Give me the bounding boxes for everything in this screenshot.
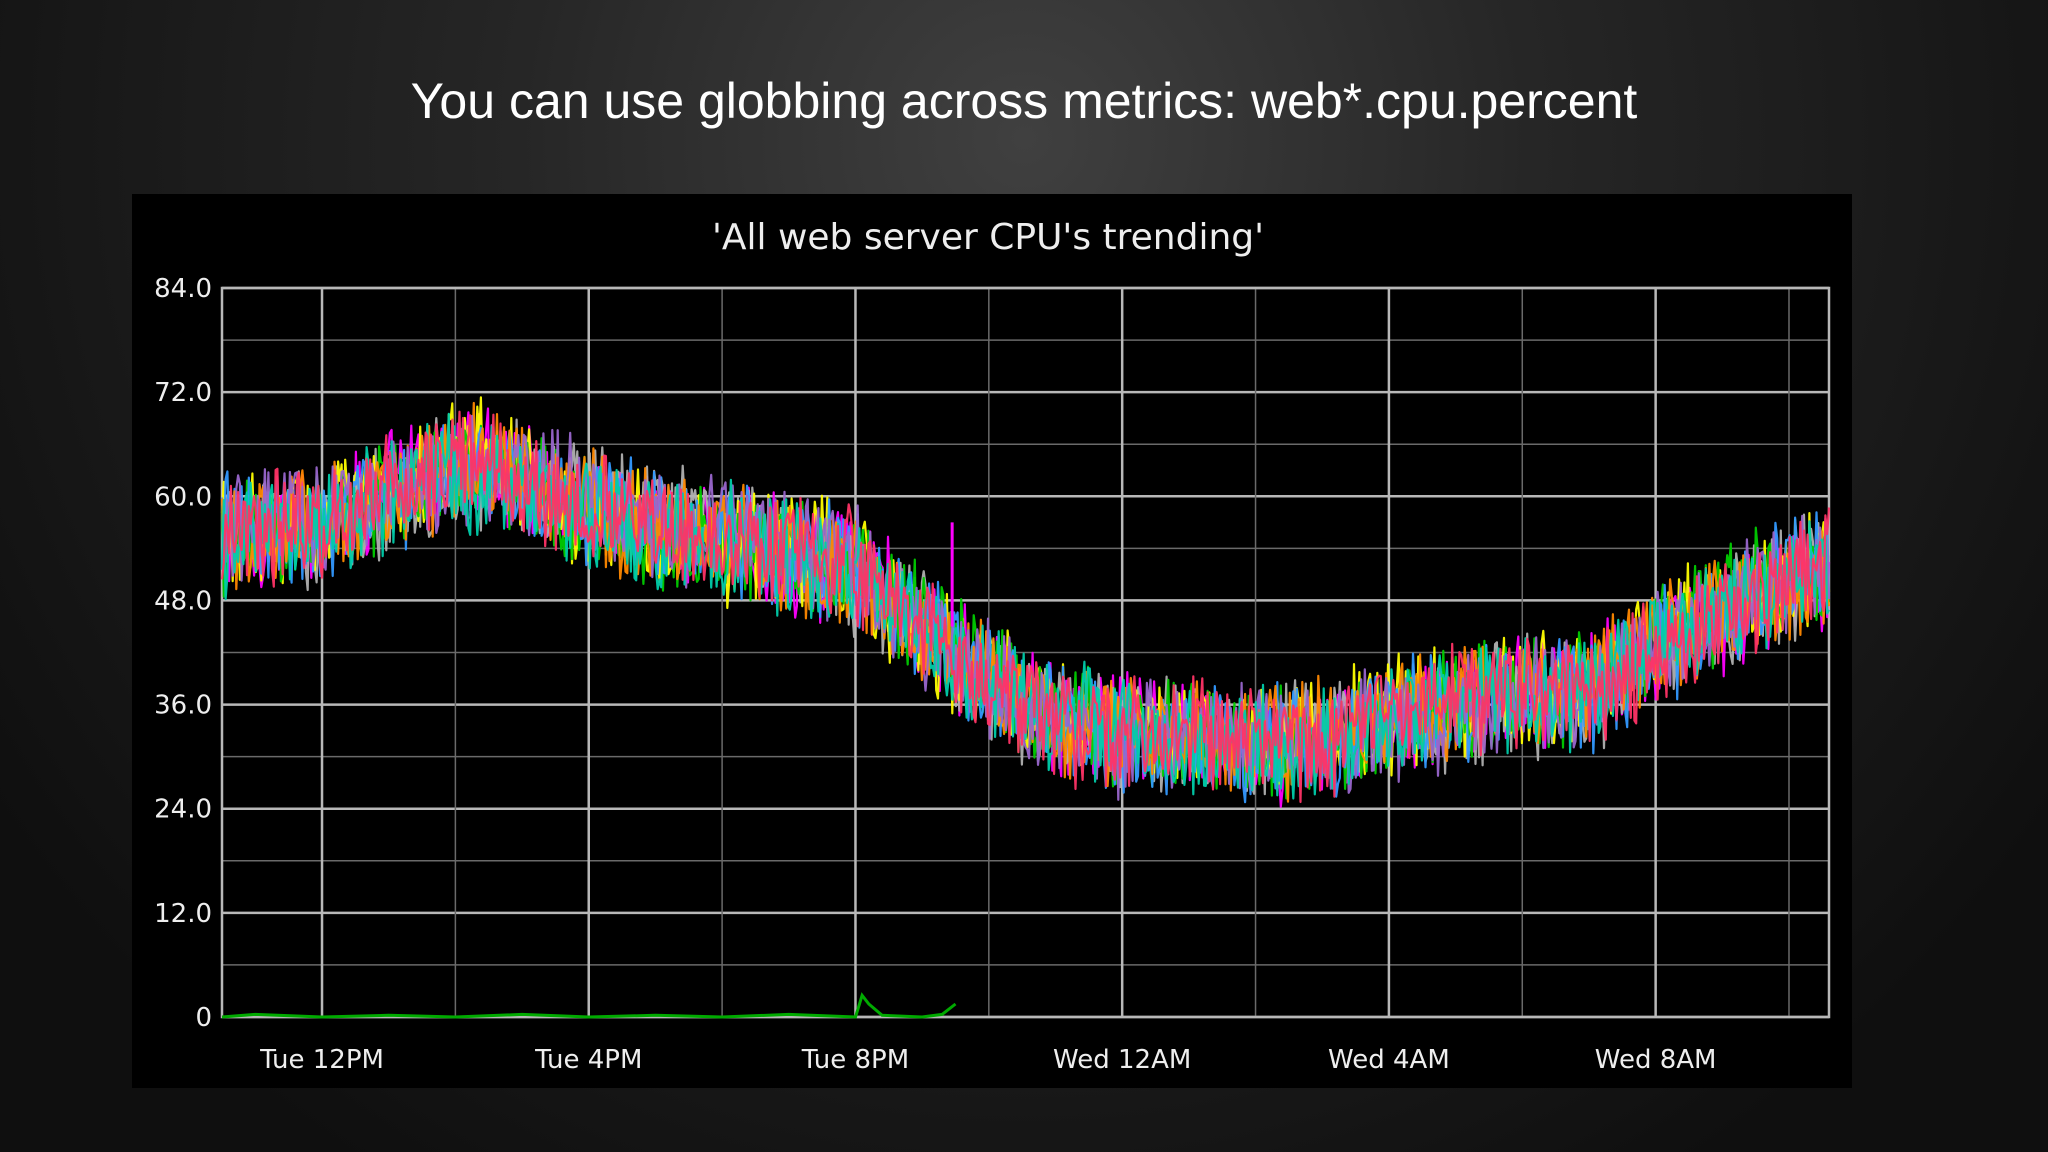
y-tick-label: 12.0 [154,899,212,929]
flat-series-line [221,992,957,1019]
y-tick-label: 60.0 [154,482,212,512]
y-tick-label: 36.0 [154,691,212,721]
graphite-chart: 84.0 72.0 60.0 48.0 36.0 24.0 12.0 0 Tue 12PM Tue… [132,194,1852,1088]
series-line [220,412,1830,800]
x-tick-label: Tue 4PM [534,1045,642,1075]
x-tick-label: Wed 8AM [1595,1045,1717,1075]
series-line [220,410,1831,804]
x-tick-label: Tue 8PM [801,1045,909,1075]
y-tick-label: 24.0 [154,795,212,825]
y-tick-label: 0 [195,1003,212,1033]
y-tick-label: 72.0 [154,378,212,408]
x-tick-label: Tue 12PM [259,1045,384,1075]
chart-svg: 84.0 72.0 60.0 48.0 36.0 24.0 12.0 0 Tue 12PM Tue… [154,217,1831,1075]
x-tick-label: Wed 12AM [1053,1045,1191,1075]
plot-frame [220,286,1831,1019]
axis-layer: 84.0 72.0 60.0 48.0 36.0 24.0 12.0 0 Tue 12PM Tue… [154,274,1716,1075]
chart-title: 'All web server CPU's trending' [712,217,1264,258]
y-tick-label: 48.0 [154,586,212,616]
series-layer [220,396,1831,1019]
slide-title: You can use globbing across metrics: web… [410,73,1638,129]
grid-layer [220,286,1831,1019]
series-line [220,414,1831,801]
x-tick-label: Wed 4AM [1328,1045,1450,1075]
y-tick-label: 84.0 [154,274,212,304]
